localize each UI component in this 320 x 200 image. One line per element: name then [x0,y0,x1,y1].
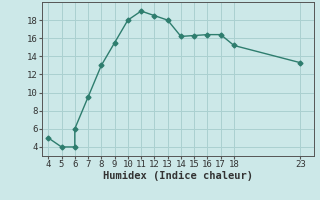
X-axis label: Humidex (Indice chaleur): Humidex (Indice chaleur) [103,171,252,181]
